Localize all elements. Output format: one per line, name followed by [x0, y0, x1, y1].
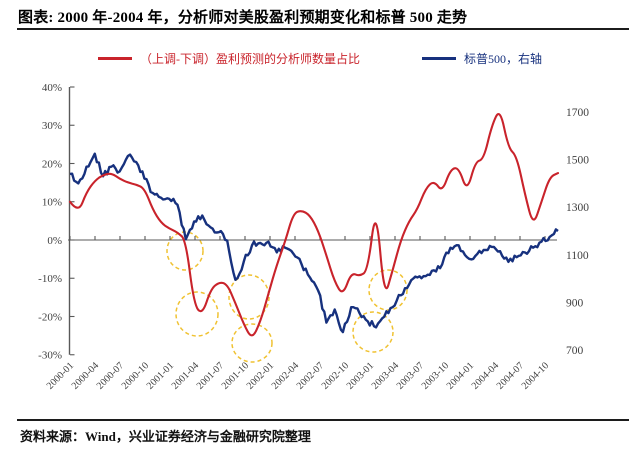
highlight-circle	[228, 274, 270, 320]
x-tick-label: 2004-10	[520, 360, 551, 391]
source-note: 资料来源：Wind，兴业证券经济与金融研究院整理	[20, 429, 311, 444]
y-left-tick-label: -20%	[38, 311, 62, 323]
x-tick-label: 2002-07	[295, 360, 326, 391]
sp500-line	[69, 152, 559, 334]
x-tick-label: 2002-01	[245, 360, 276, 391]
x-tick-label: 2001-07	[195, 360, 226, 391]
highlight-circle	[352, 311, 394, 353]
y-right-tick-label: 1300	[566, 202, 589, 214]
y-right-tick-label: 1500	[566, 155, 589, 167]
x-tick-label: 2004-07	[495, 360, 526, 391]
y-left-tick-label: -10%	[38, 273, 62, 285]
x-tick-label: 2003-10	[420, 360, 451, 391]
x-tick-label: 2003-04	[370, 360, 401, 391]
x-tick-label: 2003-01	[345, 360, 376, 391]
y-left-tick-label: 0%	[47, 235, 62, 247]
y-right-tick-label: 1700	[566, 107, 589, 119]
y-right-tick-label: 1100	[566, 250, 589, 262]
y-left-tick-label: 10%	[42, 197, 62, 209]
x-tick-label: 2004-04	[470, 360, 501, 391]
highlight-circle	[175, 291, 219, 337]
x-tick-label: 2001-10	[220, 360, 251, 391]
y-left-tick-label: 20%	[42, 158, 62, 170]
figure-title: 图表: 2000 年-2004 年，分析师对美股盈利预期变化和标普 500 走势	[18, 10, 468, 26]
x-tick-label: 2001-01	[145, 360, 176, 391]
x-tick-label: 2000-01	[45, 360, 76, 391]
x-tick-label: 2000-04	[70, 360, 101, 391]
revisions-legend-label: （上调-下调）盈利预测的分析师数量占比	[139, 52, 360, 66]
title-divider	[17, 28, 629, 30]
x-tick-label: 2002-04	[270, 360, 301, 391]
legend-item-sp500: 标普500，右轴	[421, 50, 542, 67]
x-tick-label: 2002-10	[320, 360, 351, 391]
highlight-circle	[368, 269, 408, 311]
y-right-tick-label: 700	[566, 345, 584, 357]
x-tick-label: 2001-04	[170, 360, 201, 391]
chart-legend: （上调-下调）盈利预测的分析师数量占比 标普500，右轴	[0, 50, 640, 67]
revisions-line-swatch	[97, 57, 132, 60]
sp500-line-swatch	[421, 57, 456, 60]
revisions-line	[68, 113, 560, 337]
x-tick-label: 2003-07	[395, 360, 426, 391]
footer-divider	[17, 419, 629, 421]
y-right-tick-label: 900	[566, 297, 584, 309]
y-left-tick-label: 30%	[42, 120, 62, 132]
x-tick-label: 2004-01	[445, 360, 476, 391]
y-left-tick-label: -30%	[38, 350, 62, 362]
x-tick-label: 2000-10	[120, 360, 151, 391]
y-left-tick-label: 40%	[42, 82, 62, 94]
legend-item-revisions: （上调-下调）盈利预测的分析师数量占比	[97, 50, 360, 67]
sp500-legend-label: 标普500，右轴	[463, 52, 542, 66]
x-tick-label: 2000-07	[95, 360, 126, 391]
highlight-circle	[231, 323, 273, 363]
